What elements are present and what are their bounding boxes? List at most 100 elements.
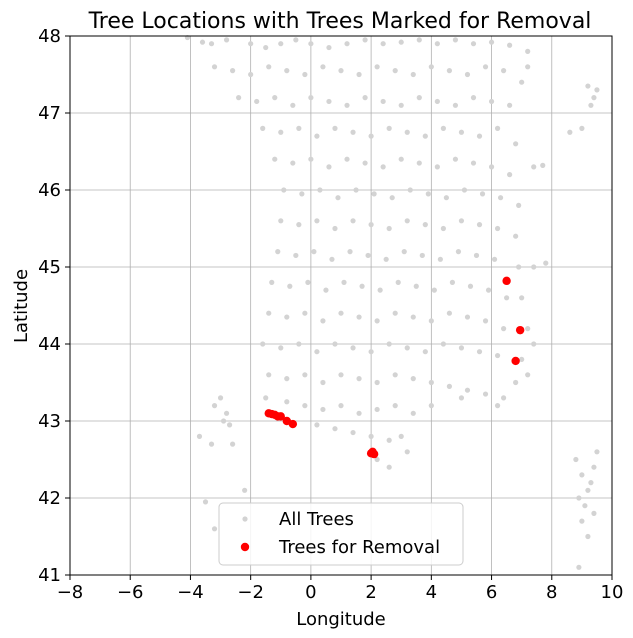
all-trees-point	[266, 310, 272, 316]
all-trees-point	[329, 256, 335, 262]
all-trees-point	[494, 125, 501, 131]
all-trees-point	[470, 95, 477, 101]
all-trees-point	[284, 68, 290, 74]
all-trees-point	[302, 372, 308, 378]
all-trees-point	[428, 318, 434, 324]
all-trees-point	[350, 129, 356, 135]
all-trees-point	[332, 125, 338, 131]
all-trees-point	[359, 283, 365, 289]
all-trees-point	[386, 464, 392, 470]
all-trees-point	[404, 129, 410, 135]
all-trees-point	[341, 279, 347, 285]
all-trees-point	[296, 222, 302, 228]
all-trees-point	[275, 249, 281, 255]
all-trees-point	[362, 160, 368, 166]
all-trees-point	[576, 564, 582, 570]
all-trees-point	[446, 310, 452, 316]
all-trees-point	[525, 372, 531, 378]
all-trees-point	[452, 37, 459, 43]
all-trees-point	[380, 41, 386, 47]
all-trees-point	[290, 160, 296, 166]
all-trees-point	[344, 41, 350, 47]
all-trees-point	[260, 341, 266, 347]
all-trees-point	[482, 64, 489, 70]
all-trees-point	[230, 441, 236, 447]
all-trees-point	[386, 437, 392, 443]
all-trees-point	[422, 349, 428, 355]
x-tick-label: 2	[365, 582, 376, 603]
legend-marker-trees-for-removal	[240, 542, 250, 552]
all-trees-point	[579, 125, 585, 131]
x-tick-label: −8	[57, 582, 84, 603]
all-trees-point	[594, 87, 600, 93]
all-trees-point	[217, 395, 224, 401]
all-trees-point	[248, 41, 254, 47]
all-trees-point	[242, 487, 248, 493]
all-trees-point	[410, 410, 416, 416]
all-trees-point	[525, 326, 531, 332]
legend: All Trees Trees for Removal	[218, 502, 464, 566]
all-trees-point	[284, 314, 290, 320]
all-trees-point	[531, 341, 537, 347]
all-trees-point	[588, 480, 594, 486]
all-trees-point	[248, 71, 254, 78]
all-trees-point	[458, 218, 465, 224]
all-trees-point	[422, 133, 428, 139]
all-trees-point	[199, 39, 206, 45]
removal-tree-point	[288, 419, 298, 429]
all-trees-point	[356, 410, 362, 416]
all-trees-point	[543, 260, 549, 266]
all-trees-point	[278, 41, 284, 47]
all-trees-point	[591, 464, 597, 470]
all-trees-point	[208, 41, 215, 47]
all-trees-point	[573, 456, 579, 463]
all-trees-point	[461, 187, 468, 193]
removal-tree-point	[276, 412, 285, 421]
all-trees-point	[350, 429, 356, 436]
all-trees-point	[470, 41, 477, 47]
all-trees-point	[263, 395, 269, 401]
all-trees-point	[211, 64, 218, 70]
chart-title: Tree Locations with Trees Marked for Rem…	[88, 9, 592, 34]
all-trees-point	[588, 102, 594, 108]
all-trees-point	[302, 403, 308, 409]
x-tick-label: 4	[426, 582, 437, 603]
all-trees-point	[525, 64, 531, 70]
all-trees-point	[488, 164, 495, 170]
all-trees-point	[226, 422, 233, 428]
x-tick-label: 8	[546, 582, 557, 603]
all-trees-point	[479, 191, 486, 197]
all-trees-point	[425, 191, 431, 197]
all-trees-point	[236, 95, 242, 101]
all-trees-point	[585, 487, 591, 493]
all-trees-point	[284, 376, 290, 382]
all-trees-point	[386, 341, 392, 347]
all-trees-point	[519, 356, 525, 362]
y-tick-label: 44	[38, 334, 61, 355]
all-trees-point	[223, 37, 230, 43]
all-trees-point	[293, 37, 299, 43]
all-trees-point	[374, 64, 380, 70]
grid-lines	[69, 35, 613, 576]
all-trees-point	[449, 279, 456, 285]
y-axis-label: Latitude	[11, 269, 32, 343]
all-trees-point	[507, 42, 513, 48]
all-trees-point	[440, 225, 446, 232]
y-tick-label: 46	[38, 180, 61, 201]
x-tick-label: −4	[177, 582, 204, 603]
all-trees-point	[389, 195, 395, 201]
all-trees-point	[464, 387, 471, 393]
all-trees-point	[332, 426, 338, 432]
all-trees-point	[278, 129, 284, 135]
all-trees-point	[413, 283, 419, 289]
all-trees-point	[308, 156, 314, 162]
all-trees-point	[398, 156, 404, 162]
all-trees-point	[338, 372, 344, 378]
all-trees-point	[507, 102, 513, 108]
all-trees-point	[476, 349, 483, 355]
y-tick-label: 47	[38, 103, 61, 124]
all-trees-point	[497, 195, 504, 201]
all-trees-point	[356, 376, 362, 382]
all-trees-point	[501, 395, 507, 401]
all-trees-point	[211, 526, 218, 532]
